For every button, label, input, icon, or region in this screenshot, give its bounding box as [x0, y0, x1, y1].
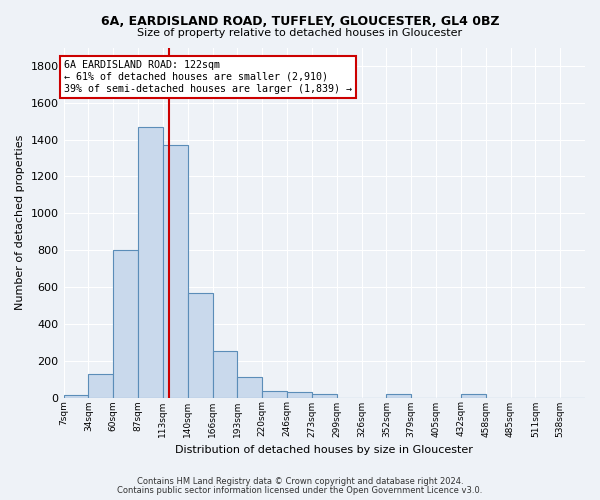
Text: 6A, EARDISLAND ROAD, TUFFLEY, GLOUCESTER, GL4 0BZ: 6A, EARDISLAND ROAD, TUFFLEY, GLOUCESTER… [101, 15, 499, 28]
Bar [88, 374, 113, 398]
Y-axis label: Number of detached properties: Number of detached properties [15, 135, 25, 310]
Bar [312, 394, 337, 398]
Bar [138, 126, 163, 398]
Bar [461, 394, 485, 398]
Bar [163, 145, 188, 398]
Bar [287, 392, 312, 398]
Bar [188, 292, 212, 398]
Bar [386, 394, 411, 398]
Bar [113, 250, 138, 398]
Bar [238, 377, 262, 398]
Text: 6A EARDISLAND ROAD: 122sqm
← 61% of detached houses are smaller (2,910)
39% of s: 6A EARDISLAND ROAD: 122sqm ← 61% of deta… [64, 60, 352, 94]
Bar [64, 395, 88, 398]
Bar [212, 352, 238, 398]
Text: Size of property relative to detached houses in Gloucester: Size of property relative to detached ho… [137, 28, 463, 38]
X-axis label: Distribution of detached houses by size in Gloucester: Distribution of detached houses by size … [175, 445, 473, 455]
Text: Contains public sector information licensed under the Open Government Licence v3: Contains public sector information licen… [118, 486, 482, 495]
Bar [262, 391, 287, 398]
Text: Contains HM Land Registry data © Crown copyright and database right 2024.: Contains HM Land Registry data © Crown c… [137, 477, 463, 486]
